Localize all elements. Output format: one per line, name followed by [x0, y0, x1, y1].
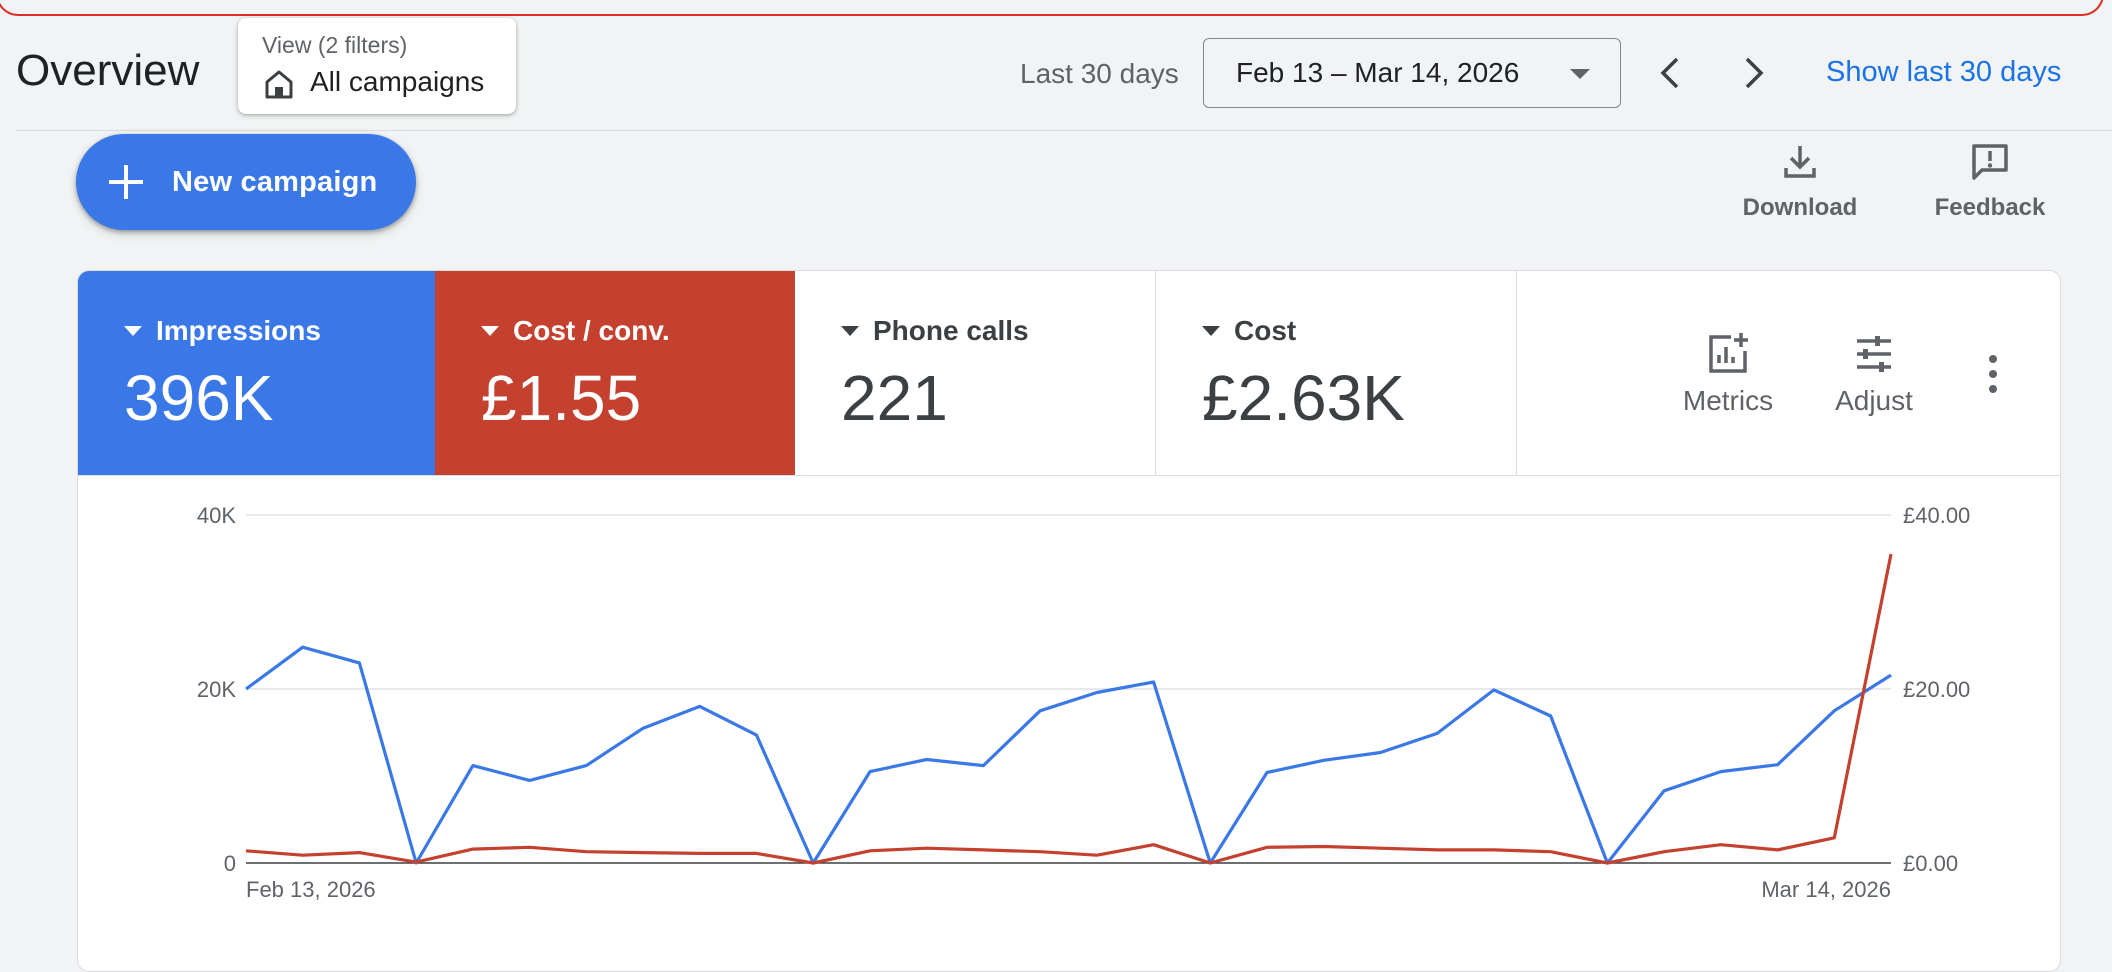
- date-range-dropdown[interactable]: Feb 13 – Mar 14, 2026: [1203, 38, 1621, 108]
- date-range-label: Last 30 days: [1020, 58, 1179, 89]
- feedback-icon: [1972, 144, 2008, 180]
- y-left-tick-label: 40K: [197, 503, 236, 528]
- chevron-right-icon: [1745, 57, 1764, 89]
- metric-label[interactable]: Phone calls: [841, 315, 1029, 347]
- adjust-label: Adjust: [1835, 385, 1913, 416]
- metric-label-text: Impressions: [156, 315, 321, 346]
- performance-card: Impressions 396K Cost / conv. £1.55 Phon…: [77, 270, 2061, 972]
- download-button[interactable]: Download: [1730, 140, 1870, 222]
- metric-label[interactable]: Cost: [1202, 315, 1296, 347]
- download-icon: [1784, 146, 1816, 178]
- metric-strip-divider: [78, 475, 2060, 476]
- y-right-tick-label: £20.00: [1903, 677, 1970, 702]
- download-label: Download: [1742, 194, 1858, 221]
- metric-cost-per-conversion[interactable]: Cost / conv. £1.55: [435, 271, 795, 475]
- tune-icon: [1857, 336, 1891, 372]
- view-filter-label: View (2 filters): [262, 32, 408, 58]
- previous-period-button[interactable]: [1648, 50, 1694, 96]
- metric-impressions[interactable]: Impressions 396K: [78, 271, 435, 475]
- plus-icon: [109, 165, 143, 199]
- header-divider: [16, 130, 2112, 131]
- date-range-value: Feb 13 – Mar 14, 2026: [1236, 57, 1520, 88]
- show-last-30-days-link[interactable]: Show last 30 days: [1826, 56, 2062, 88]
- metric-value: 396K: [124, 362, 274, 434]
- metric-label-text: Cost: [1234, 315, 1297, 346]
- series-line-impressions: [245, 645, 1892, 865]
- next-period-button[interactable]: [1730, 50, 1776, 96]
- caret-down-icon: [124, 326, 142, 336]
- series-line-cost-per-conversion: [245, 553, 1893, 865]
- y-left-tick-label: 0: [224, 851, 236, 876]
- caret-down-icon: [481, 326, 499, 336]
- x-tick-label-start: Feb 13, 2026: [246, 877, 376, 902]
- new-campaign-label: New campaign: [172, 166, 378, 198]
- metric-label[interactable]: Impressions: [124, 315, 321, 347]
- adjust-button[interactable]: Adjust: [1814, 331, 1934, 417]
- metrics-label: Metrics: [1682, 385, 1774, 416]
- y-right-tick-label: £40.00: [1903, 503, 1970, 528]
- y-left-tick-label: 20K: [197, 677, 236, 702]
- caret-down-icon: [1202, 326, 1220, 336]
- metric-label-text: Phone calls: [873, 315, 1029, 346]
- new-campaign-button[interactable]: New campaign: [76, 134, 416, 230]
- metric-cost[interactable]: Cost £2.63K: [1156, 271, 1517, 475]
- x-tick-label-end: Mar 14, 2026: [1761, 877, 1891, 902]
- home-icon: [265, 70, 293, 99]
- metric-value: £2.63K: [1202, 362, 1405, 434]
- performance-chart: 0 £0.00 20K £20.00 40K £40.00 Feb 13, 2026 Mar …: [197, 503, 1970, 902]
- page-title: Overview: [16, 46, 200, 95]
- metric-value: £1.55: [481, 362, 642, 434]
- metric-value: 221: [841, 362, 948, 434]
- chevron-left-icon: [1660, 57, 1679, 89]
- add-chart-icon: [1709, 333, 1748, 373]
- metric-label-text: Cost / conv.: [513, 315, 670, 346]
- top-frame: [0, 0, 2104, 16]
- metric-label[interactable]: Cost / conv.: [481, 315, 670, 347]
- view-selector[interactable]: View (2 filters) All campaigns: [238, 18, 516, 114]
- feedback-label: Feedback: [1934, 194, 2046, 221]
- metric-phone-calls[interactable]: Phone calls 221: [795, 271, 1156, 475]
- caret-down-icon: [841, 326, 859, 336]
- y-right-tick-label: £0.00: [1903, 851, 1958, 876]
- more-vert-icon[interactable]: [1978, 351, 2008, 397]
- feedback-button[interactable]: Feedback: [1920, 140, 2060, 222]
- caret-down-icon: [1570, 69, 1590, 79]
- metrics-button[interactable]: Metrics: [1668, 331, 1788, 417]
- view-value: All campaigns: [310, 66, 485, 97]
